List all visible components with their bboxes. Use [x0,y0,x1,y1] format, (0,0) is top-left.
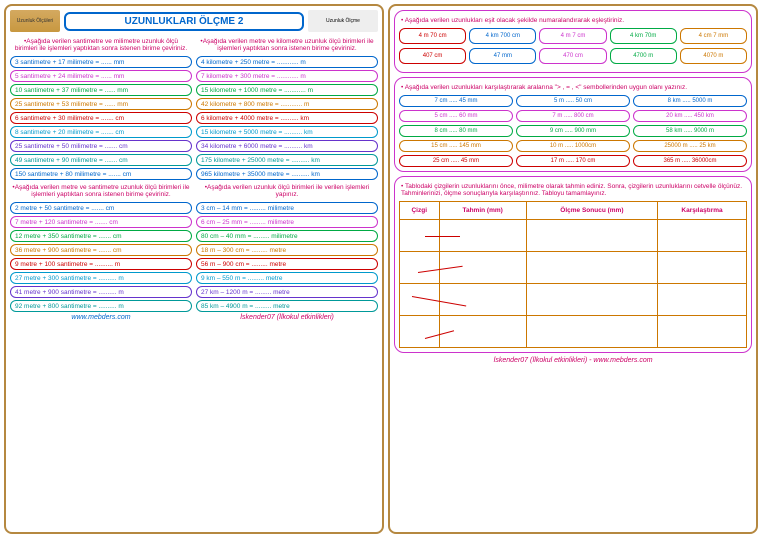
table-row [400,220,747,252]
page-right: • Aşağıda verilen uzunlukları eşit olaca… [388,4,758,534]
exercise-pill: 3 cm – 14 mm = ......... milimetre [196,202,378,214]
column-2: •Aşağıda verilen metre ve kilometre uzun… [196,36,378,321]
match-box: 47 mm [469,48,536,64]
table-row [400,284,747,316]
exercise-pill: 27 metre + 300 santimetre = .......... m [10,272,192,284]
exercise-pill: 85 km – 4900 m = ......... metre [196,300,378,312]
exercise-pill: 36 metre + 900 santimetre = ....... cm [10,244,192,256]
exercise-pill: 6 cm – 25 mm = ......... milimetre [196,216,378,228]
compare-box: 7 cm ..... 45 mm [399,95,513,107]
exercise-pill: 92 metre + 800 santimetre = .......... m [10,300,192,312]
title: UZUNLUKLARI ÖLÇME 2 [64,12,304,31]
compare-box: 5 cm ..... 60 mm [399,110,513,122]
compare-box: 10 m ..... 1000cm [516,140,630,152]
compare-box: 7 m ..... 800 cm [516,110,630,122]
match-box: 4 m 70 cm [399,28,466,44]
exercise-pill: 7 kilometre + 300 metre = ............ m [196,70,378,82]
exercise-pill: 34 kilometre + 6000 metre = .......... k… [196,140,378,152]
instruction-1: •Aşağıda verilen santimetre ve milimetre… [10,36,192,54]
compare-box: 20 km ..... 450 km [633,110,747,122]
instruction-2: •Aşağıda verilen metre ve kilometre uzun… [196,36,378,54]
instruction-4: •Aşağıda verilen uzunluk ölçü birimleri … [196,182,378,200]
match-box: 4 m 7 cm [539,28,606,44]
exercise-pill: 42 kilometre + 800 metre = ............ … [196,98,378,110]
exercise-pill: 2 metre + 50 santimetre = ....... cm [10,202,192,214]
compare-box: 9 cm ..... 900 mm [516,125,630,137]
page-left: Uzunluk Ölçüleri UZUNLUKLARI ÖLÇME 2 Uzu… [4,4,384,534]
instruction-3: •Aşağıda verilen metre ve santimetre uzu… [10,182,192,200]
exercise-pill: 965 kilometre + 35000 metre = ..........… [196,168,378,180]
exercise-pill: 15 kilometre + 5000 metre = .......... k… [196,126,378,138]
exercise-pill: 27 km – 1200 m = ......... metre [196,286,378,298]
compare-box: 25 cm ..... 45 mm [399,155,513,167]
match-box: 4070 m [680,48,747,64]
match-box: 470 cm [539,48,606,64]
table-row [400,252,747,284]
exercise-pill: 5 santimetre + 24 milimetre = ...... mm [10,70,192,82]
measurement-table: ÇizgiTahmin (mm)Ölçme Sonucu (mm)Karşıla… [399,201,747,348]
exercise-pill: 12 metre + 350 santimetre = ....... cm [10,230,192,242]
match-box: 4 cm 7 mm [680,28,747,44]
table-row [400,316,747,348]
exercise-pill: 49 santimetre + 90 milimetre = ....... c… [10,154,192,166]
footer-mid: İskender07 (İlkokul etkinlikleri) [196,314,378,321]
compare-box: 365 m ..... 36000cm [633,155,747,167]
header-image-right: Uzunluk Ölçme [308,10,378,32]
instruction-5: • Aşağıda verilen uzunlukları eşit olaca… [399,15,747,26]
exercise-pill: 8 santimetre + 20 milimetre = ....... cm [10,126,192,138]
compare-box: 58 km ..... 9000 m [633,125,747,137]
exercise-pill: 4 kilometre + 250 metre = ............ m [196,56,378,68]
exercise-pill: 25 santimetre + 53 milimetre = ...... mm [10,98,192,110]
exercise-pill: 41 metre + 900 santimetre = .......... m [10,286,192,298]
compare-section: • Aşağıda verilen uzunlukları karşılaştı… [394,77,752,172]
compare-box: 8 cm ..... 80 mm [399,125,513,137]
match-box: 4700 m [610,48,677,64]
footer-left: www.mebders.com [10,314,192,321]
exercise-pill: 10 santimetre + 37 milimetre = ...... mm [10,84,192,96]
compare-box: 25000 m ..... 25 km [633,140,747,152]
exercise-pill: 175 kilometre + 25000 metre = ..........… [196,154,378,166]
header: Uzunluk Ölçüleri UZUNLUKLARI ÖLÇME 2 Uzu… [10,10,378,32]
column-1: •Aşağıda verilen santimetre ve milimetre… [10,36,192,321]
exercise-pill: 150 santimetre + 80 milimetre = ....... … [10,168,192,180]
matching-section: • Aşağıda verilen uzunlukları eşit olaca… [394,10,752,73]
compare-box: 17 m ..... 170 cm [516,155,630,167]
instruction-7: • Tablodaki çizgilerin uzunluklarını önc… [399,181,747,199]
exercise-pill: 6 kilometre + 4000 metre = .......... km [196,112,378,124]
match-box: 4 km 700 cm [469,28,536,44]
exercise-pill: 7 metre + 120 santimetre = ....... cm [10,216,192,228]
compare-box: 15 cm ..... 145 mm [399,140,513,152]
exercise-pill: 9 km – 550 m = ......... metre [196,272,378,284]
table-header: Çizgi [400,202,440,220]
compare-box: 8 km ..... 5000 m [633,95,747,107]
compare-box: 5 m ..... 50 cm [516,95,630,107]
instruction-6: • Aşağıda verilen uzunlukları karşılaştı… [399,82,747,93]
exercise-pill: 56 m – 900 cm = ......... metre [196,258,378,270]
exercise-pill: 9 metre + 100 santimetre = .......... m [10,258,192,270]
table-header: Ölçme Sonucu (mm) [526,202,657,220]
match-box: 407 cm [399,48,466,64]
table-section: • Tablodaki çizgilerin uzunluklarını önc… [394,176,752,353]
exercise-pill: 15 kilometre + 1000 metre = ............… [196,84,378,96]
exercise-pill: 6 santimetre + 30 milimetre = ....... cm [10,112,192,124]
footer-right: İskender07 (İlkokul etkinlikleri) - www.… [394,357,752,364]
match-box: 4 km 70m [610,28,677,44]
table-header: Karşılaştırma [658,202,747,220]
exercise-pill: 3 santimetre + 17 milimetre = ...... mm [10,56,192,68]
exercise-pill: 25 santimetre + 50 milimetre = ....... c… [10,140,192,152]
exercise-pill: 18 m – 300 cm = ......... metre [196,244,378,256]
table-header: Tahmin (mm) [439,202,526,220]
exercise-pill: 80 cm – 40 mm = ......... milimetre [196,230,378,242]
header-image-left: Uzunluk Ölçüleri [10,10,60,32]
